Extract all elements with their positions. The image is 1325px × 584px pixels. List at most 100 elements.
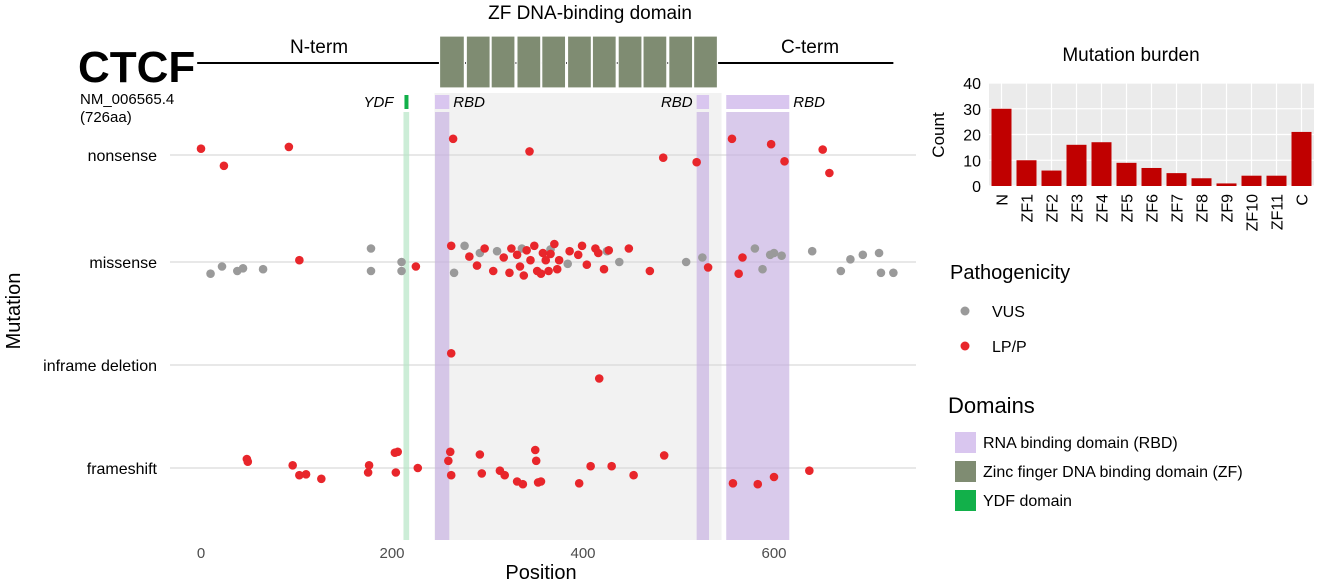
vus-point-27: [846, 254, 855, 264]
lpp-point-53: [243, 457, 253, 467]
bar-ZF10: [1241, 175, 1262, 186]
zf-region-background: [434, 93, 722, 540]
vus-point-8: [397, 266, 406, 276]
lpp-point-30: [538, 248, 548, 258]
lpp-point-42: [593, 248, 603, 258]
cterm-label: C-term: [781, 37, 839, 58]
rbd-label-1: RBD: [453, 94, 485, 111]
bar-ZF2: [1041, 170, 1062, 186]
lpp-point-74: [531, 456, 541, 466]
lpp-point-49: [734, 269, 743, 279]
vus-point-0: [206, 269, 215, 279]
zf-box-5: [541, 35, 567, 89]
transcript-id: NM_006565.4: [80, 91, 174, 108]
bar-xtick-ZF7: ZF7: [1170, 194, 1187, 223]
vus-point-20: [750, 244, 760, 253]
bar-ZF1: [1016, 160, 1037, 186]
lpp-point-40: [582, 260, 592, 270]
bar-xtick-ZF11: ZF11: [1270, 194, 1287, 230]
ydf-region-1: [403, 112, 410, 540]
rbd-region-3: [726, 112, 790, 540]
legend-lpp-swatch: [960, 341, 970, 351]
bar-xtick-ZF3: ZF3: [1070, 194, 1087, 223]
vus-point-7: [397, 257, 406, 267]
ylabel-inframe-deletion: inframe deletion: [43, 358, 157, 375]
vus-point-6: [366, 266, 376, 276]
lpp-point-77: [574, 479, 584, 488]
xtick-600: 600: [761, 545, 786, 562]
legend-ydf-label: YDF domain: [983, 493, 1072, 510]
lpp-point-39: [577, 241, 587, 251]
lpp-point-82: [728, 479, 738, 488]
rbd-bar-1: [434, 95, 450, 109]
vus-point-10: [460, 241, 469, 251]
lpp-point-26: [526, 255, 535, 265]
legend-rbd-swatch: [955, 432, 976, 453]
lpp-point-50: [446, 349, 456, 358]
lpp-point-46: [645, 266, 655, 276]
lpp-point-59: [363, 468, 373, 477]
lpp-point-8: [766, 139, 776, 149]
bar-x-tick-labels: N ZF1 ZF2 ZF3 ZF4 ZF5 ZF6 ZF7 ZF8 ZF9 ZF10 ZF11 C: [995, 194, 1312, 231]
bar-ZF11: [1266, 175, 1287, 186]
lpp-point-12: [295, 255, 304, 265]
lpp-point-35: [552, 264, 562, 274]
lpp-point-68: [477, 469, 487, 478]
bar-y-axis-title: Count: [929, 112, 948, 158]
lpp-point-63: [413, 463, 423, 473]
bar-series: [991, 108, 1312, 186]
lpp-point-6: [692, 157, 701, 167]
lpp-point-65: [444, 456, 453, 466]
lpp-point-2: [284, 142, 294, 152]
legend-ydf-swatch: [955, 490, 976, 511]
domain-labels: YDF RBD RBD RBD: [363, 94, 825, 111]
lpp-point-5: [658, 153, 668, 162]
bar-xtick-ZF8: ZF8: [1195, 194, 1212, 223]
lpp-point-18: [488, 266, 498, 276]
lpp-point-79: [607, 461, 616, 471]
bar-ZF7: [1166, 173, 1187, 186]
rbd-region-1: [434, 112, 450, 540]
rbd-bar-3: [726, 95, 790, 109]
lpp-point-76: [536, 477, 546, 486]
zf-box-10: [668, 35, 694, 89]
lpp-point-37: [565, 246, 574, 256]
pathogenicity-legend: Pathogenicity VUS LP/P: [950, 262, 1070, 356]
bar-ytick-40: 40: [963, 76, 981, 93]
lpp-point-3: [448, 134, 458, 144]
vus-point-1: [217, 262, 227, 271]
bar-ytick-0: 0: [972, 179, 981, 196]
legend-zf-swatch: [955, 461, 976, 482]
lpp-point-7: [727, 134, 737, 144]
lpp-point-81: [659, 451, 669, 460]
vus-point-3: [238, 264, 248, 273]
bar-y-tick-labels: 0 10 20 30 40: [963, 76, 981, 196]
vus-point-5: [366, 244, 376, 253]
vus-point-4: [258, 264, 268, 274]
mutation-type-labels: nonsense missense inframe deletion frameshi…: [43, 148, 157, 478]
lpp-point-16: [472, 261, 482, 270]
lpp-point-17: [480, 244, 489, 253]
vus-point-21: [758, 264, 767, 274]
domains-legend-title: Domains: [948, 393, 1035, 418]
rbd-label-2: RBD: [661, 94, 693, 111]
domains-legend: Domains RNA binding domain (RBD) Zinc fi…: [948, 393, 1243, 511]
lpp-point-27: [529, 241, 539, 251]
legend-vus-swatch: [960, 306, 970, 316]
lpp-point-34: [550, 239, 559, 249]
lpp-point-61: [393, 447, 403, 457]
bar-chart-title: Mutation burden: [1062, 45, 1199, 66]
lpp-point-43: [599, 264, 609, 274]
lpp-point-70: [500, 470, 509, 480]
lpp-point-32: [544, 266, 553, 276]
lpp-point-48: [738, 253, 747, 262]
bar-N: [991, 108, 1012, 186]
lpp-point-56: [301, 470, 311, 479]
bar-ytick-10: 10: [963, 153, 981, 170]
rbd-bar-2: [696, 95, 710, 109]
lpp-point-31: [541, 255, 551, 265]
bar-xtick-ZF1: ZF1: [1020, 194, 1037, 223]
bar-ytick-30: 30: [963, 102, 981, 119]
ylabel-nonsense: nonsense: [88, 148, 157, 165]
